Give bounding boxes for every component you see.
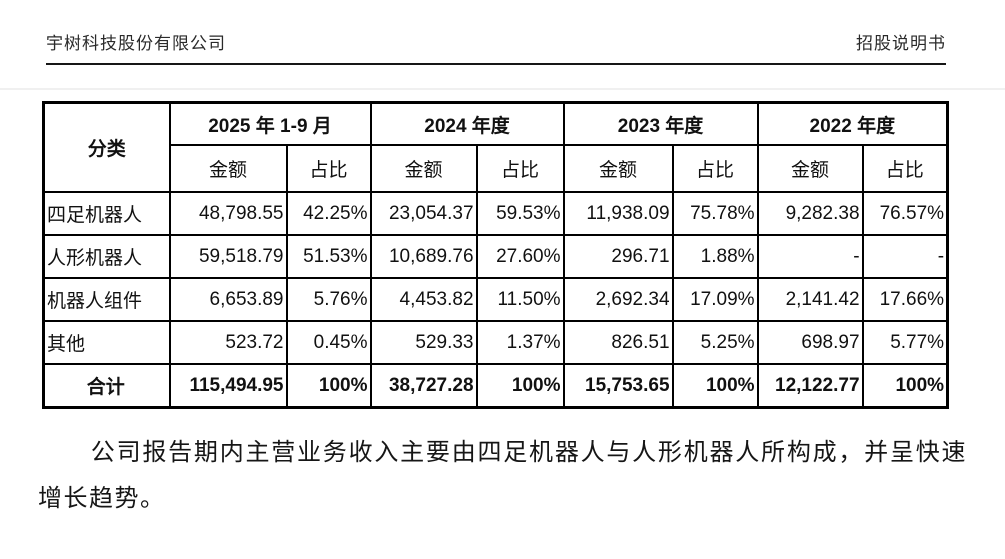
column-header-ratio: 占比 (475, 144, 565, 193)
revenue-breakdown-table: 分类 2025 年 1-9 月 2024 年度 2023 年度 2022 年度 … (42, 101, 950, 409)
amount-cell: 10,689.76 (369, 234, 478, 279)
body-paragraph: 公司报告期内主营业务收入主要由四足机器人与人形机器人所构成，并呈快速增长趋势。 (38, 440, 967, 513)
amount-cell: - (756, 234, 864, 279)
ratio-cell: 27.60% (475, 234, 565, 279)
row-label: 机器人组件 (42, 277, 171, 322)
column-header-amount: 金额 (168, 144, 288, 193)
amount-cell: 6,653.89 (168, 277, 288, 322)
table-header-sub-row: 金额 占比 金额 占比 金额 占比 金额 占比 (44, 144, 949, 193)
table-row-humanoid: 人形机器人 59,518.79 51.53% 10,689.76 27.60% … (42, 234, 949, 279)
table-header-period-row: 分类 2025 年 1-9 月 2024 年度 2023 年度 2022 年度 (42, 101, 949, 193)
table-row-components: 机器人组件 6,653.89 5.76% 4,453.82 11.50% 2,6… (42, 277, 949, 322)
row-label: 四足机器人 (42, 191, 171, 236)
ratio-cell: 17.09% (671, 277, 759, 322)
column-header-amount: 金额 (562, 144, 674, 193)
row-label: 其他 (42, 320, 171, 365)
amount-cell: 38,727.28 (369, 363, 478, 409)
amount-cell: 59,518.79 (168, 234, 288, 279)
ratio-cell: 5.77% (861, 320, 949, 365)
column-header-ratio: 占比 (861, 144, 949, 193)
amount-cell: 2,692.34 (562, 277, 674, 322)
amount-cell: 9,282.38 (756, 191, 864, 236)
ratio-cell: 100% (475, 363, 565, 409)
ratio-cell: 76.57% (861, 191, 949, 236)
ratio-cell: 0.45% (285, 320, 372, 365)
company-name: 宇树科技股份有限公司 (46, 34, 226, 53)
column-header-ratio: 占比 (671, 144, 759, 193)
ratio-cell: 100% (671, 363, 759, 409)
amount-cell: 23,054.37 (369, 191, 478, 236)
ratio-cell: 1.37% (475, 320, 565, 365)
amount-cell: 48,798.55 (168, 191, 288, 236)
column-header-category: 分类 (42, 101, 171, 193)
column-header-ratio: 占比 (285, 144, 372, 193)
ratio-cell: 11.50% (475, 277, 565, 322)
amount-cell: 296.71 (562, 234, 674, 279)
table-row-quadruped: 四足机器人 48,798.55 42.25% 23,054.37 59.53% … (42, 191, 949, 236)
ratio-cell: 5.76% (285, 277, 372, 322)
ratio-cell: 100% (285, 363, 372, 409)
amount-cell: 2,141.42 (756, 277, 864, 322)
column-header-period-2024: 2024 年度 (369, 101, 565, 146)
ratio-cell: 5.25% (671, 320, 759, 365)
table-row-total: 合计 115,494.95 100% 38,727.28 100% 15,753… (42, 363, 949, 409)
amount-cell: 523.72 (168, 320, 288, 365)
divider-line (0, 88, 1005, 90)
column-header-period-2022: 2022 年度 (756, 101, 949, 146)
amount-cell: 529.33 (369, 320, 478, 365)
total-label: 合计 (42, 363, 171, 409)
ratio-cell: 75.78% (671, 191, 759, 236)
row-label: 人形机器人 (42, 234, 171, 279)
table-row-others: 其他 523.72 0.45% 529.33 1.37% 826.51 5.25… (42, 320, 949, 365)
amount-cell: 11,938.09 (562, 191, 674, 236)
ratio-cell: 1.88% (671, 234, 759, 279)
amount-cell: 115,494.95 (168, 363, 288, 409)
amount-cell: 4,453.82 (369, 277, 478, 322)
ratio-cell: 42.25% (285, 191, 372, 236)
page-header: 宇树科技股份有限公司 招股说明书 (46, 29, 946, 65)
column-header-period-2025: 2025 年 1-9 月 (168, 101, 372, 146)
ratio-cell: 59.53% (475, 191, 565, 236)
column-header-period-2023: 2023 年度 (562, 101, 759, 146)
amount-cell: 15,753.65 (562, 363, 674, 409)
column-header-amount: 金额 (756, 144, 864, 193)
amount-cell: 698.97 (756, 320, 864, 365)
amount-cell: 12,122.77 (756, 363, 864, 409)
column-header-amount: 金额 (369, 144, 478, 193)
document-type-label: 招股说明书 (856, 34, 946, 53)
ratio-cell: 51.53% (285, 234, 372, 279)
ratio-cell: 100% (861, 363, 949, 409)
ratio-cell: - (861, 234, 949, 279)
ratio-cell: 17.66% (861, 277, 949, 322)
amount-cell: 826.51 (562, 320, 674, 365)
